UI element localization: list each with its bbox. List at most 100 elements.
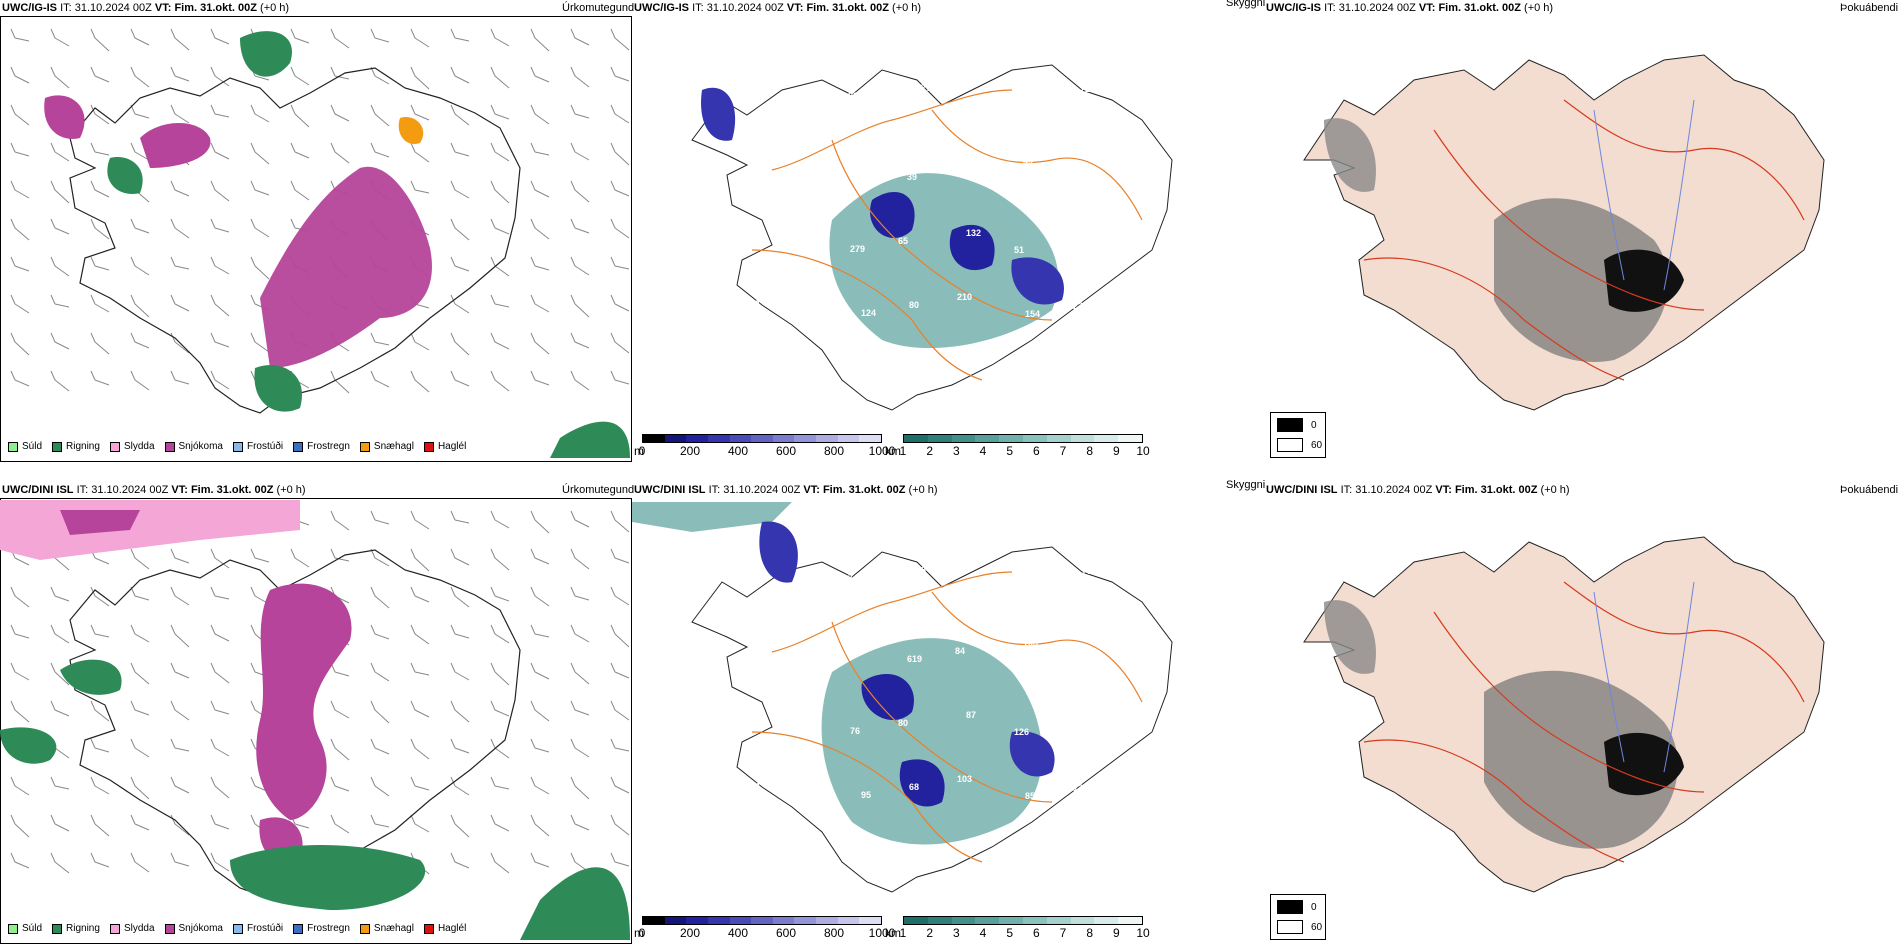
wind-barb	[290, 104, 310, 128]
wind-barb	[450, 776, 470, 796]
cloud-base-colorbar: m 0 200 400 600 800 1000	[634, 916, 895, 942]
wind-barb	[410, 586, 430, 603]
colorbar-segment	[643, 435, 665, 442]
it-label: IT:	[692, 2, 704, 14]
colorbar-segment	[837, 917, 860, 924]
wind-barb	[250, 256, 270, 280]
cloud-base-labels: 82 76 92 177 188 57 729 188 195 82 39 60 49 181 100 89 2…	[732, 82, 1095, 390]
wind-barb	[610, 738, 630, 752]
cloud-base-label: 195	[791, 163, 806, 173]
cloud-base-area	[1011, 257, 1064, 305]
wind-barb	[570, 66, 590, 88]
wind-barb	[570, 776, 590, 800]
vt-label: VT:	[1418, 2, 1436, 14]
wind-barb	[210, 662, 230, 684]
it-label: IT:	[76, 484, 89, 496]
legend-label: 60	[1311, 439, 1323, 451]
wind-barb	[530, 776, 550, 795]
rain-area	[107, 157, 143, 194]
legend-swatch	[1277, 900, 1303, 914]
panel-visibility-row1: UWC/IG-IS IT: 31.10.2024 00Z VT: Fim. 31…	[632, 0, 1265, 460]
legend-row: 0	[1277, 900, 1317, 914]
wind-barb	[210, 332, 230, 348]
legend-label: Súld	[22, 923, 43, 934]
colorbar-segment	[1094, 917, 1119, 924]
model-name: UWC/DINI ISL	[2, 484, 74, 496]
wind-barb	[530, 218, 550, 240]
iceland-outline	[69, 67, 521, 414]
wind-barb	[170, 104, 190, 124]
rain-area	[0, 727, 57, 764]
cloud-base-label: 60	[955, 164, 965, 174]
wind-barb	[210, 180, 230, 202]
legend-item: Súld	[8, 923, 42, 934]
colorbar-segment	[951, 435, 976, 442]
vt-value: Fim. 31.okt. 00Z	[822, 484, 906, 496]
colorbar-segment	[1046, 917, 1071, 924]
vt-value: Fim. 31.okt. 00Z	[1454, 484, 1538, 496]
wind-barb	[90, 370, 110, 386]
wind-barb	[530, 700, 550, 722]
wind-barb	[170, 852, 190, 867]
model-name: UWC/IG-IS	[1266, 2, 1321, 14]
it-value: 31.10.2024 00Z	[91, 484, 169, 496]
wind-barb	[410, 738, 430, 760]
wind-barb	[490, 294, 510, 308]
visibility-map: 82 76 92 177 188 57 729 188 195 82 39 60 49 181 100 89 2…	[691, 64, 1173, 411]
wind-barb	[10, 104, 30, 126]
colorbar-segment	[1022, 917, 1047, 924]
wind-barb	[10, 852, 30, 869]
it-value: 31.10.2024 00Z	[74, 2, 152, 14]
cloud-base-label: 51	[1014, 245, 1024, 255]
colorbar-segment	[729, 917, 752, 924]
wind-barb	[130, 66, 150, 88]
legend-row: 60	[1277, 920, 1322, 934]
wind-barb	[610, 332, 630, 354]
panel-header: UWC/DINI ISL IT: 31.10.2024 00Z VT: Fim.…	[1266, 484, 1570, 500]
model-name: UWC/IG-IS	[634, 2, 689, 14]
wind-barb	[490, 180, 510, 204]
road	[1363, 739, 1625, 863]
cloud-base-label: 106	[1062, 719, 1077, 729]
wind-barb	[530, 738, 550, 753]
legend-swatch	[8, 923, 18, 934]
snow-area	[256, 583, 352, 820]
cloud-base-label: 117	[793, 798, 808, 808]
legend-label: Haglél	[437, 441, 467, 452]
wind-barb	[490, 332, 510, 350]
wind-barb	[130, 28, 150, 46]
panel-header: UWC/IG-IS IT: 31.10.2024 00Z VT: Fim. 31…	[1266, 2, 1553, 18]
wind-barb	[90, 624, 110, 638]
cloud-base-label: 619	[907, 654, 922, 664]
wind-barb	[530, 662, 550, 680]
wind-barb	[290, 28, 310, 44]
road	[751, 249, 983, 381]
road-network	[1363, 581, 1805, 863]
colorbar-tick-label: 2	[926, 444, 933, 458]
legend-label: Snjókoma	[178, 441, 223, 452]
vt-label: VT:	[786, 2, 804, 14]
colorbar-segment	[1046, 435, 1071, 442]
rain-area	[230, 845, 426, 910]
wind-barb	[530, 510, 550, 534]
wind-barb	[130, 852, 150, 873]
legend-swatch	[1277, 920, 1303, 934]
it-value: 31.10.2024 00Z	[1338, 2, 1416, 14]
wind-barb	[610, 510, 630, 533]
cloud-base-label: 132	[966, 228, 981, 238]
wind-barb	[10, 66, 30, 84]
wind-barb	[90, 218, 110, 240]
it-value: 31.10.2024 00Z	[723, 484, 801, 496]
fog-area-dense	[1604, 732, 1684, 796]
wind-barb	[610, 142, 630, 166]
cloud-base-label: 154	[1025, 309, 1040, 319]
colorbar-tick-label: 7	[1059, 926, 1067, 940]
colorbar-segment	[999, 917, 1023, 924]
wind-barb	[90, 256, 110, 271]
legend-row: 60	[1277, 438, 1322, 452]
cloud-base-label: 270	[743, 653, 758, 663]
wind-barb	[330, 370, 350, 394]
wind-barb	[530, 104, 550, 125]
wind-barb	[570, 586, 590, 601]
legend-label: Frostregn	[307, 923, 350, 934]
